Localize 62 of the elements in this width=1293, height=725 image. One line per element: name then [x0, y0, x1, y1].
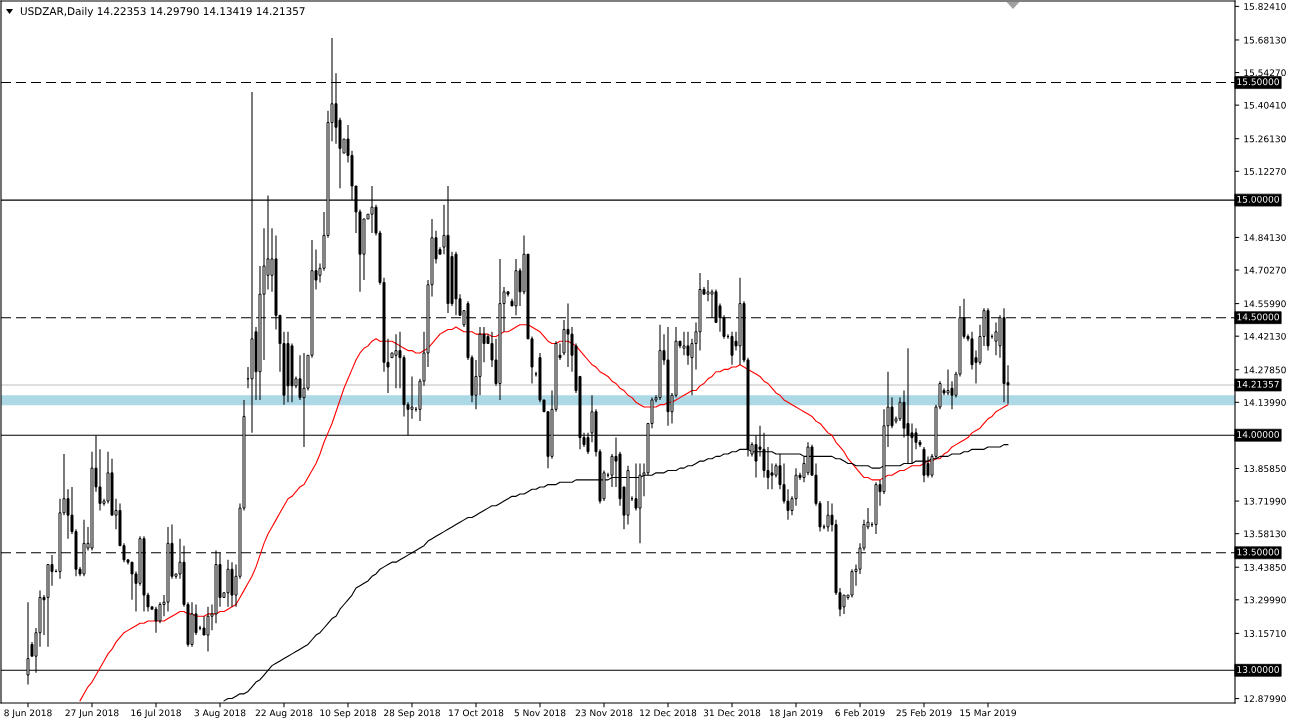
y-tick-label: 13.15710 [1244, 630, 1286, 637]
x-tick-label: 12 Dec 2018 [640, 709, 697, 717]
ref-line-label: 15.00000 [1237, 195, 1279, 203]
candlestick [410, 375, 414, 420]
line-series [79, 324, 1009, 702]
y-tick-label: 15.54270 [1244, 69, 1286, 77]
y-tick-label: 13.71990 [1244, 497, 1286, 505]
y-tick-label: 14.42130 [1244, 332, 1286, 340]
candlestick [202, 615, 206, 636]
candlestick [706, 279, 710, 302]
y-tick-label: 15.26130 [1244, 135, 1286, 143]
candlestick [730, 331, 734, 366]
y-tick-label: 13.85850 [1244, 465, 1286, 473]
candlestick [842, 594, 846, 615]
candlestick [226, 559, 230, 608]
x-tick-label: 22 Aug 2018 [255, 709, 313, 718]
candlestick [686, 331, 690, 366]
x-tick-label: 8 Jun 2018 [4, 709, 52, 718]
x-tick-label: 23 Nov 2018 [575, 709, 633, 717]
y-tick-label: 12.87990 [1244, 695, 1286, 703]
y-tick-label: 15.12270 [1244, 168, 1286, 175]
y-tick-label: 13.29990 [1244, 596, 1286, 604]
y-tick-label: 14.84130 [1244, 234, 1286, 241]
x-tick-label: 5 Nov 2018 [514, 709, 566, 717]
y-tick-label: 14.55990 [1244, 300, 1286, 308]
x-tick-label: 10 Sep 2018 [320, 709, 376, 718]
text: USDZAR,Daily 14.22353 14.29790 14.13419 14.21357 [20, 7, 305, 18]
x-tick-label: 27 Jun 2018 [65, 709, 119, 718]
candlestick [826, 500, 830, 533]
candlestick [850, 568, 854, 598]
ref-line-label: 14.00000 [1237, 431, 1279, 438]
ref-line-label: 13.50000 [1237, 548, 1279, 556]
ref-line-label: 13.00000 [1237, 666, 1279, 673]
ref-line-label: 15.50000 [1237, 78, 1279, 86]
x-tick-label: 16 Jul 2018 [131, 709, 181, 718]
y-tick-label: 14.27850 [1244, 366, 1286, 374]
x-tick-label: 18 Jan 2019 [769, 709, 823, 718]
x-tick-label: 3 Aug 2018 [194, 709, 246, 718]
y-tick-label: 15.40410 [1244, 101, 1286, 109]
y-tick-label: 14.13990 [1244, 399, 1286, 406]
x-tick-label: 15 Mar 2019 [960, 709, 1016, 717]
x-tick-label: 28 Sep 2018 [384, 709, 440, 718]
y-tick-label: 13.58130 [1244, 530, 1286, 538]
ref-line-label: 14.21357 [1237, 380, 1279, 388]
candlestick [994, 321, 998, 356]
x-tick-label: 25 Feb 2019 [896, 709, 952, 717]
x-tick-label: 17 Oct 2018 [449, 709, 504, 717]
y-tick-label: 13.43850 [1244, 563, 1286, 571]
candlestick [890, 397, 894, 429]
x-tick-label: 6 Feb 2019 [835, 709, 885, 717]
candlestick [154, 606, 158, 634]
candlestick [682, 331, 686, 356]
y-tick-label: 15.68130 [1244, 36, 1286, 44]
candlestick [206, 606, 210, 653]
x-tick-label: 31 Dec 2018 [703, 709, 761, 717]
candlestick [770, 462, 774, 490]
candlestick [634, 462, 638, 511]
y-tick-label: 14.70270 [1244, 266, 1286, 274]
candlestick [946, 368, 950, 396]
y-tick-label: 15.82410 [1244, 3, 1286, 10]
candlestick [394, 333, 398, 389]
ref-line-label: 14.50000 [1237, 313, 1279, 321]
